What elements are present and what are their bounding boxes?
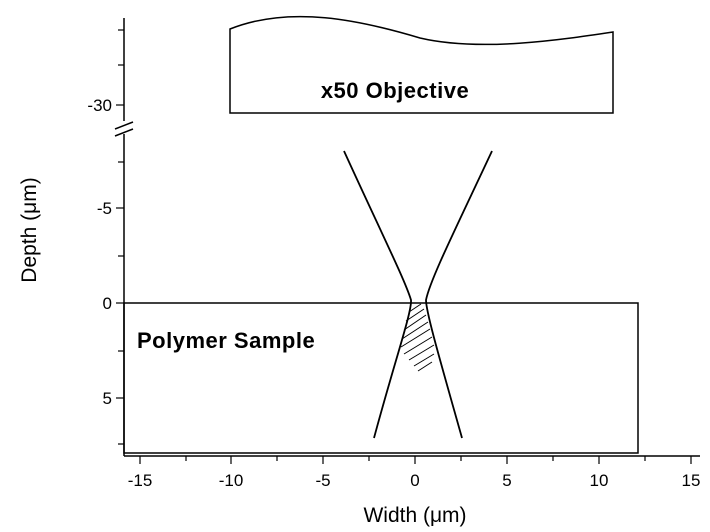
x-tick-label-15: 15 (682, 471, 701, 490)
y-tick-label-minus30: -30 (87, 96, 112, 115)
beam-left-edge (343, 150, 412, 439)
x-axis-label: Width (μm) (363, 504, 466, 527)
y-ticks-lower (116, 161, 124, 445)
y-tick-label-minus5: -5 (97, 199, 112, 218)
objective-label: x50 Objective (321, 78, 469, 103)
objective-lens-body (229, 15, 614, 114)
beam-right-edge (425, 150, 493, 439)
y-ticks-upper (116, 29, 124, 106)
x-tick-label-minus5: -5 (315, 471, 330, 490)
y-tick-label-5: 5 (103, 389, 112, 408)
x-tick-label-5: 5 (502, 471, 511, 490)
y-axis-label: Depth (μm) (18, 177, 41, 282)
polymer-sample-box (123, 302, 639, 454)
x-tick-label-10: 10 (590, 471, 609, 490)
x-tick-label-minus15: -15 (128, 471, 153, 490)
focal-hatch-region (400, 303, 435, 372)
x-ticks (139, 456, 692, 464)
x-tick-label-0: 0 (410, 471, 419, 490)
y-axis-break (114, 121, 134, 137)
y-tick-label-0: 0 (103, 294, 112, 313)
sample-label: Polymer Sample (137, 328, 315, 353)
x-tick-label-minus10: -10 (219, 471, 244, 490)
